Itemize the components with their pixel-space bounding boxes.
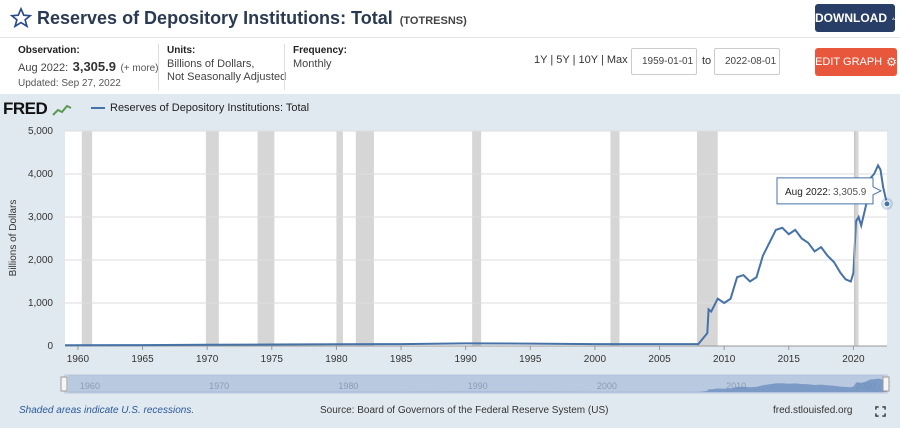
tooltip-box [776,177,883,205]
y-tick-label: 1,000 [28,298,53,309]
chart-legend[interactable]: Reserves of Depository Institutions: Tot… [91,102,309,114]
x-tick-label: 1985 [390,354,413,365]
legend-label: Reserves of Depository Institutions: Tot… [110,102,310,114]
navigator-year-label: 2010 [726,381,746,391]
chart-svg[interactable]: 0 1,000 2,000 3,000 4,000 5,000 1960 1965 1970 1… [0,94,900,428]
range-10y[interactable]: 10Y [578,54,598,66]
observation-more-link[interactable]: (+ more) [120,63,159,74]
y-tick-label: 4,000 [28,169,53,180]
download-button[interactable]: DOWNLOAD [815,4,895,32]
recession-band [472,131,482,346]
x-tick-label: 1995 [519,354,542,365]
tooltip-value: 3,305.9 [833,187,867,198]
recession-band [81,131,93,346]
divider [284,44,285,90]
series-meta: Observation: Aug 2022: 3,305.9 (+ more) … [0,37,900,94]
navigator-year-label: 2000 [597,381,617,391]
fred-logo: FRED [3,99,72,119]
units-label: Units: [167,45,196,56]
download-icon [892,16,895,20]
recession-band [205,131,219,346]
observation-block: Observation: Aug 2022: 3,305.9 (+ more) … [18,45,159,89]
x-tick-label: 1960 [67,354,90,365]
recession-band [854,131,859,346]
range-5y[interactable]: 5Y [556,54,570,66]
observation-value: 3,305.9 [72,59,116,74]
navigator-left-handle[interactable] [60,376,68,392]
legend-line-swatch [91,107,105,109]
x-tick-label: 1965 [131,354,154,365]
series-title: Reserves of Depository Institutions: Tot… [37,8,393,28]
observation-label: Observation: [18,45,80,56]
navigator-series-area [65,378,887,392]
frequency-block: Frequency: Monthly [293,45,347,71]
units-block: Units: Billions of Dollars, Not Seasonal… [167,45,286,84]
range-separator: | [600,54,604,66]
recession-band [257,131,275,346]
end-date-input[interactable]: 2022-08-01 [714,48,780,75]
x-tick-label: 1990 [455,354,478,365]
x-tick-label: 1980 [325,354,348,365]
navigator-year-label: 1970 [209,381,229,391]
y-tick-label: 5,000 [28,126,53,137]
y-tick-label: 3,000 [28,212,53,223]
range-1y[interactable]: 1Y [534,54,548,66]
title-bar: Reserves of Depository Institutions: Tot… [0,0,900,36]
navigator-year-label: 1990 [468,381,488,391]
range-selector: 1Y | 5Y | 10Y | Max [534,54,628,66]
gear-icon: ⚙ [886,55,897,69]
frequency-label: Frequency: [293,45,347,56]
hover-point[interactable] [883,200,891,208]
x-tick-label: 2015 [778,354,801,365]
download-label: DOWNLOAD [815,11,887,25]
page-title: Reserves of Depository Institutions: Tot… [37,8,467,29]
source-note: Source: Board of Governors of the Federa… [320,405,609,416]
units-line2: Not Seasonally Adjusted [167,71,287,83]
recession-band [336,131,343,346]
updated-date: Updated: Sep 27, 2022 [18,78,121,89]
recession-band [355,131,374,346]
star-icon[interactable] [10,7,32,29]
divider [158,44,159,90]
recession-band [610,131,620,346]
recession-note: Shaded areas indicate U.S. recessions. [19,405,195,416]
range-separator: | [550,54,554,66]
fred-url[interactable]: fred.stlouisfed.org [773,405,853,416]
navigator-year-label: 1960 [80,381,100,391]
series-code: (TOTRESNS) [399,15,467,27]
series-line[interactable] [64,163,888,347]
start-date-input[interactable]: 1959-01-01 [631,48,697,75]
fred-logo-text: FRED [3,99,48,118]
range-max[interactable]: Max [606,54,628,66]
navigator-selection[interactable] [68,375,884,393]
y-tick-label: 0 [47,341,53,352]
fullscreen-icon[interactable] [875,406,886,417]
edit-graph-button[interactable]: EDIT GRAPH ⚙ [815,48,897,76]
x-tick-label: 1970 [196,354,219,365]
to-label: to [702,55,712,67]
y-tick-label: 2,000 [28,255,53,266]
units-line1: Billions of Dollars, [167,58,255,70]
x-tick-label: 2020 [842,354,865,365]
x-tick-label: 2000 [584,354,607,365]
observation-date: Aug 2022: [18,62,69,74]
y-axis-label: Billions of Dollars [8,200,19,277]
logo-chart-icon [51,104,71,116]
edit-graph-label: EDIT GRAPH [815,56,883,68]
navigator-right-handle[interactable] [882,376,890,392]
x-tick-label: 1975 [261,354,284,365]
frequency-value: Monthly [293,58,332,70]
chart-panel: FRED Reserves of Depository Institutions… [0,94,900,428]
recession-band [697,131,718,346]
x-tick-label: 2005 [648,354,671,365]
navigator-year-label: 1980 [338,381,358,391]
range-separator: | [572,54,576,66]
tooltip-date: Aug 2022: [785,187,831,198]
x-tick-label: 2010 [713,354,736,365]
